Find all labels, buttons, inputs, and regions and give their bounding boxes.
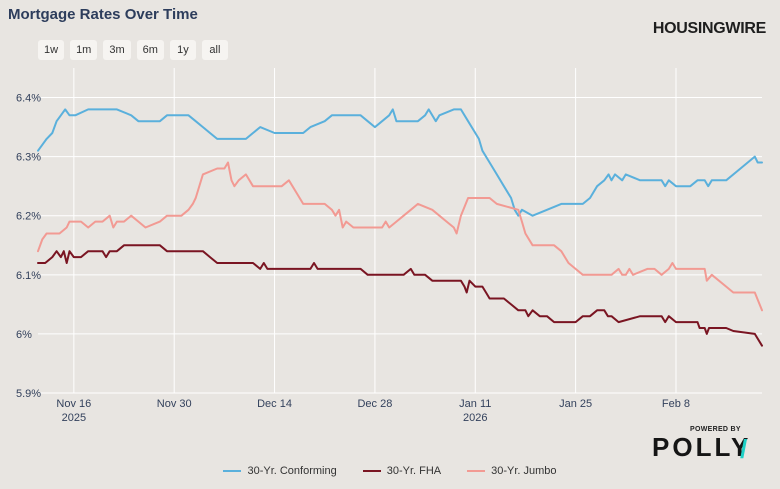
legend-item-conforming[interactable]: 30-Yr. Conforming: [223, 465, 337, 477]
y-tick-label: 6.3%: [16, 152, 41, 164]
x-tick-year-label: 2026: [463, 412, 487, 424]
legend-swatch-jumbo: [467, 470, 486, 472]
range-1m-button[interactable]: 1m: [70, 40, 98, 60]
x-tick-label: Dec 14: [257, 398, 292, 410]
x-tick-label: Jan 11: [459, 398, 491, 410]
x-tick-year-label: 2025: [62, 412, 86, 424]
polly-logo: POLLY: [652, 432, 752, 462]
range-1w-button[interactable]: 1w: [38, 40, 65, 60]
legend-label-jumbo: 30-Yr. Jumbo: [491, 465, 557, 477]
legend-item-jumbo[interactable]: 30-Yr. Jumbo: [467, 465, 557, 477]
legend-swatch-fha: [362, 470, 381, 472]
page-title: Mortgage Rates Over Time: [8, 6, 198, 23]
range-6m-button[interactable]: 6m: [136, 40, 164, 60]
series-line-fha[interactable]: [37, 244, 763, 347]
range-selector: 1w 1m 3m 6m 1y all: [38, 40, 228, 60]
x-tick-label: Dec 28: [357, 398, 392, 410]
x-tick-label: Nov 30: [157, 398, 192, 410]
legend-label-fha: 30-Yr. FHA: [386, 465, 442, 477]
polly-logo-slash: /: [740, 434, 748, 464]
y-tick-label: 6.2%: [16, 211, 41, 223]
legend-swatch-conforming: [223, 470, 242, 472]
chart-legend: 30-Yr. Conforming 30-Yr. FHA 30-Yr. Jumb…: [0, 465, 780, 477]
y-tick-label: 6.1%: [16, 270, 41, 282]
x-tick-label: Feb 8: [662, 398, 690, 410]
legend-item-fha[interactable]: 30-Yr. FHA: [362, 465, 442, 477]
range-1y-button[interactable]: 1y: [169, 40, 196, 60]
range-all-button[interactable]: all: [201, 40, 228, 60]
legend-label-conforming: 30-Yr. Conforming: [247, 465, 337, 477]
powered-by-label: POWERED BY: [690, 426, 741, 433]
y-tick-label: 5.9%: [16, 388, 41, 400]
y-tick-label: 6%: [16, 329, 32, 341]
series-line-jumbo[interactable]: [37, 161, 763, 312]
x-tick-label: Nov 16: [56, 398, 91, 410]
range-3m-button[interactable]: 3m: [103, 40, 131, 60]
series-line-conforming[interactable]: [37, 108, 763, 217]
x-tick-label: Jan 25: [559, 398, 592, 410]
y-tick-label: 6.4%: [16, 93, 41, 105]
housingwire-logo: HOUSINGWIRE: [652, 20, 766, 37]
